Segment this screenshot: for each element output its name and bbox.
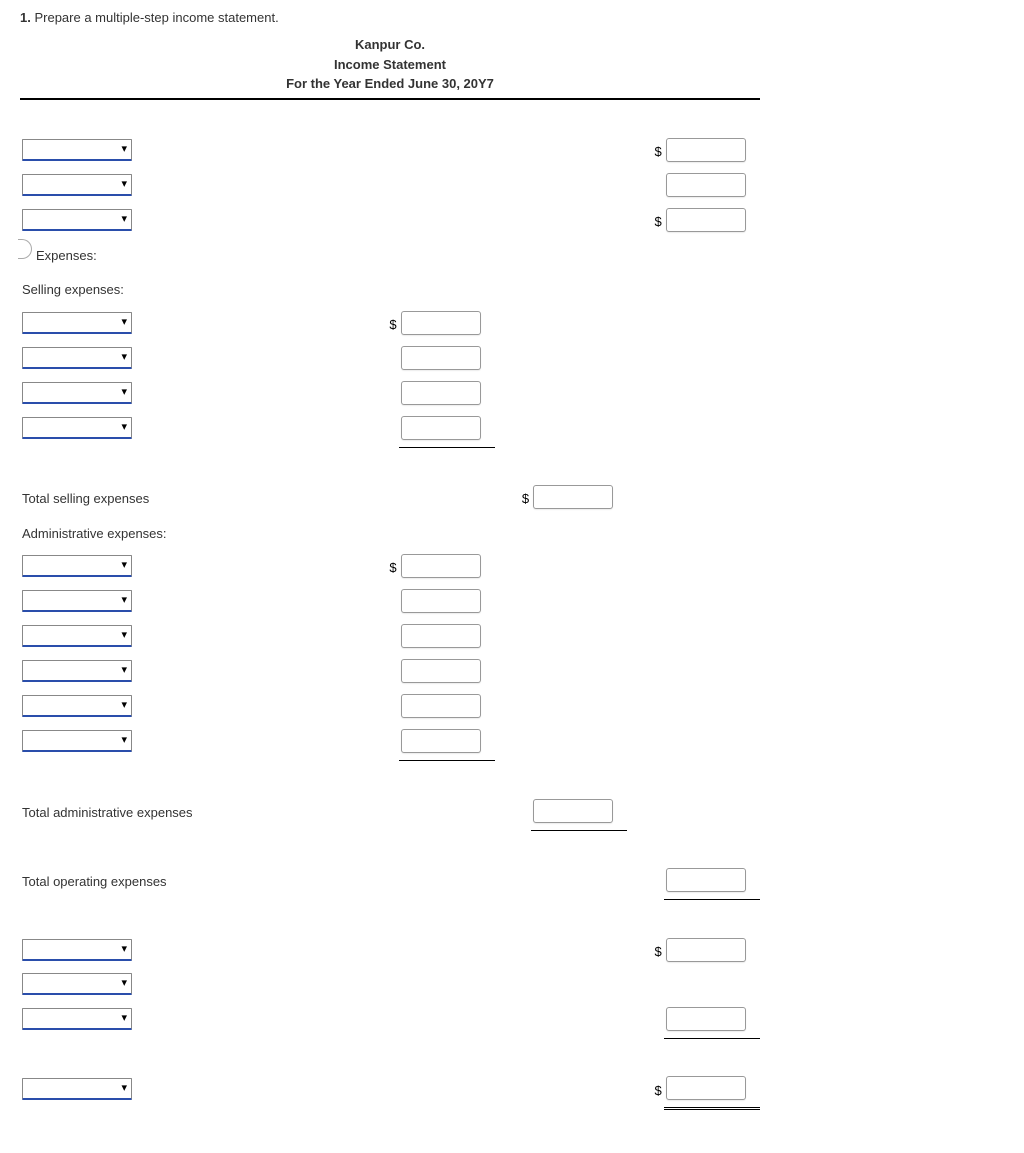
table-row: $ [20,934,760,969]
amount-input[interactable] [666,1076,746,1100]
account-dropdown[interactable] [22,1078,132,1100]
table-row: Total selling expenses $ [20,481,760,516]
table-row: $ [20,550,760,585]
currency-symbol: $ [384,550,399,585]
amount-input[interactable] [401,659,481,683]
expenses-label: Expenses: [22,248,97,263]
table-row: Administrative expenses: [20,516,760,550]
table-row: $ [20,307,760,342]
table-row: Total administrative expenses [20,795,760,831]
account-dropdown[interactable] [22,417,132,439]
table-row [20,1003,760,1039]
amount-input[interactable] [401,624,481,648]
selling-expenses-label: Selling expenses: [22,282,124,297]
account-dropdown[interactable] [22,382,132,404]
table-row: $ [20,204,760,239]
account-dropdown[interactable] [22,939,132,961]
amount-input[interactable] [666,868,746,892]
instruction-text: Prepare a multiple-step income statement… [34,10,278,25]
table-row [20,585,760,620]
instruction-number: 1. [20,10,31,25]
amount-input[interactable] [401,554,481,578]
amount-input[interactable] [533,799,613,823]
table-row: $ [20,134,760,169]
currency-symbol: $ [649,934,664,969]
table-row [20,690,760,725]
account-dropdown[interactable] [22,312,132,334]
statement-header: Kanpur Co. Income Statement For the Year… [20,35,760,98]
total-admin-label: Total administrative expenses [22,805,193,820]
account-dropdown[interactable] [22,1008,132,1030]
total-selling-label: Total selling expenses [22,491,149,506]
amount-input[interactable] [666,138,746,162]
table-row [20,969,760,1003]
amount-input[interactable] [401,729,481,753]
table-row [20,725,760,761]
table-row [20,412,760,448]
amount-input[interactable] [401,311,481,335]
account-dropdown[interactable] [22,590,132,612]
table-row: Selling expenses: [20,273,760,307]
amount-input[interactable] [401,381,481,405]
account-dropdown[interactable] [22,209,132,231]
amount-input[interactable] [401,416,481,440]
instruction: 1. Prepare a multiple-step income statem… [20,10,1004,25]
account-dropdown[interactable] [22,625,132,647]
admin-expenses-label: Administrative expenses: [22,526,167,541]
income-statement-sheet: Kanpur Co. Income Statement For the Year… [20,35,760,1143]
table-row: $ [20,1072,760,1109]
account-dropdown[interactable] [22,347,132,369]
account-dropdown[interactable] [22,730,132,752]
table-row [20,342,760,377]
statement-grid: $ $ Expenses: Selling expenses: [20,100,760,1143]
amount-input[interactable] [666,208,746,232]
table-row [20,169,760,204]
account-dropdown[interactable] [22,660,132,682]
amount-input[interactable] [666,938,746,962]
currency-symbol: $ [384,307,399,342]
table-row: Expenses: [20,239,760,273]
amount-input[interactable] [401,694,481,718]
account-dropdown[interactable] [22,555,132,577]
table-row [20,377,760,412]
table-row: Total operating expenses [20,864,760,900]
table-row [20,655,760,690]
amount-input[interactable] [401,346,481,370]
statement-title: Income Statement [20,55,760,75]
currency-symbol: $ [649,134,664,169]
total-operating-label: Total operating expenses [22,874,167,889]
currency-symbol: $ [649,1072,664,1109]
amount-input[interactable] [666,173,746,197]
currency-symbol: $ [516,481,531,516]
account-dropdown[interactable] [22,973,132,995]
amount-input[interactable] [533,485,613,509]
currency-symbol: $ [649,204,664,239]
account-dropdown[interactable] [22,695,132,717]
amount-input[interactable] [401,589,481,613]
statement-period: For the Year Ended June 30, 20Y7 [20,74,760,94]
company-name: Kanpur Co. [20,35,760,55]
table-row [20,620,760,655]
amount-input[interactable] [666,1007,746,1031]
account-dropdown[interactable] [22,139,132,161]
account-dropdown[interactable] [22,174,132,196]
